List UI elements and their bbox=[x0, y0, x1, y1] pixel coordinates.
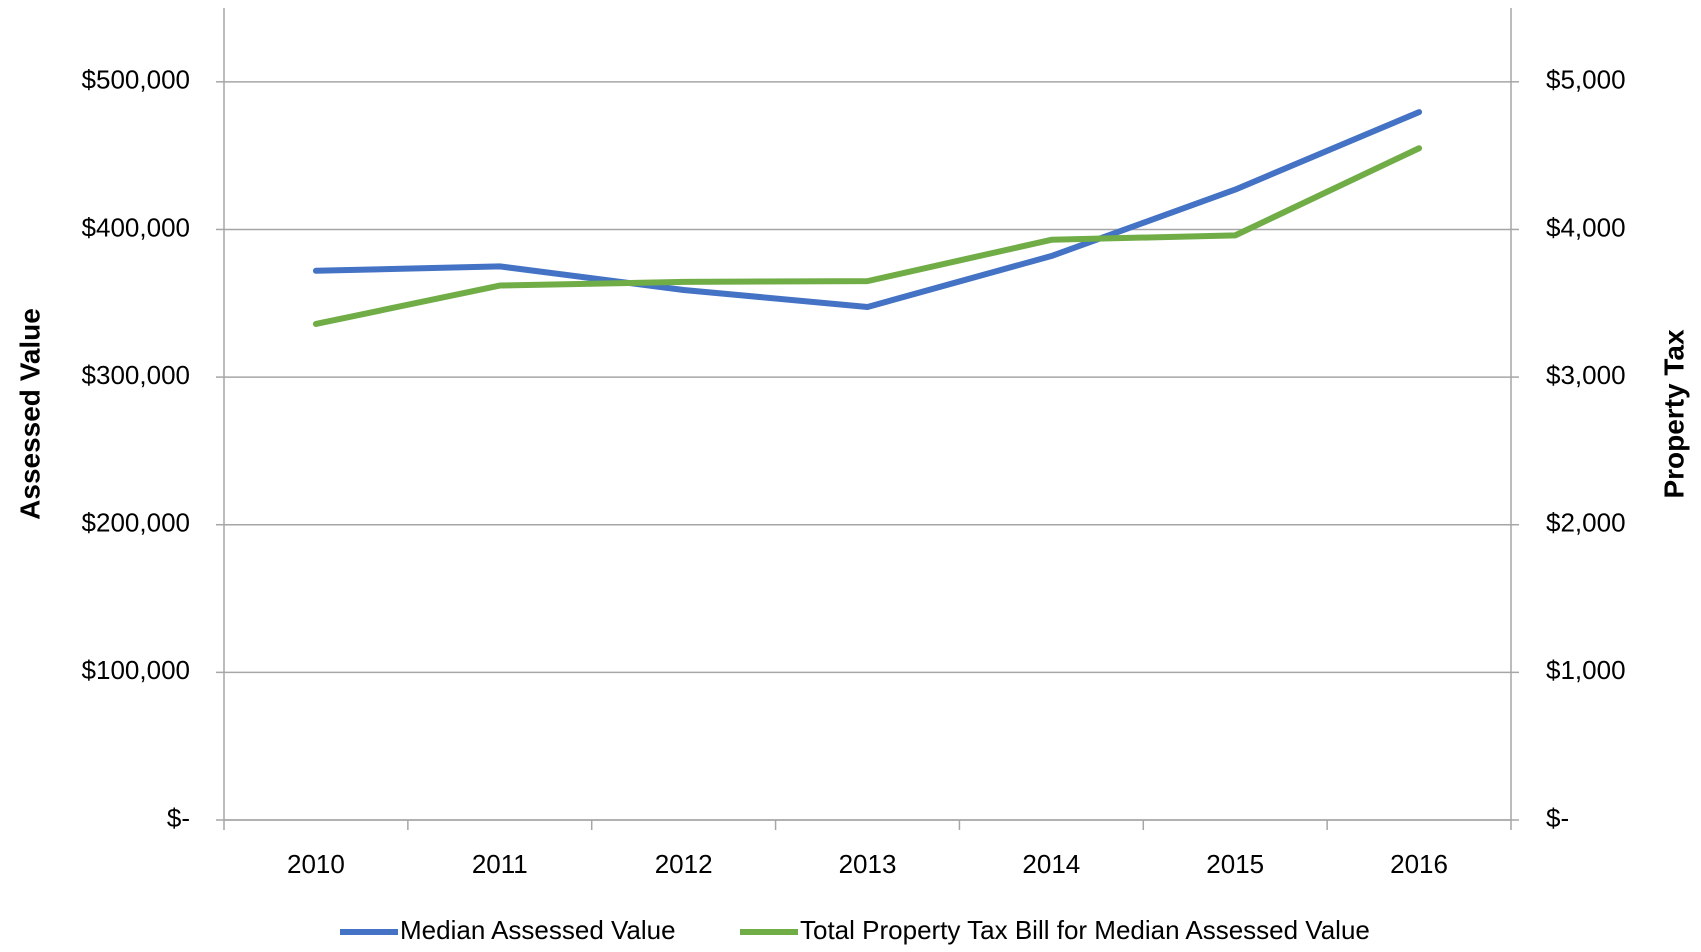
y2-tick-label: $- bbox=[1546, 803, 1569, 833]
x-tick-label: 2011 bbox=[472, 849, 528, 879]
y-tick-label: $500,000 bbox=[82, 65, 190, 95]
y2-tick-label: $1,000 bbox=[1546, 655, 1626, 685]
y2-tick-label: $5,000 bbox=[1546, 65, 1626, 95]
y-tick-label: $300,000 bbox=[82, 360, 190, 390]
x-tick-label: 2016 bbox=[1390, 849, 1448, 879]
x-tick-label: 2010 bbox=[287, 849, 345, 879]
y2-axis-title: Property Tax bbox=[1658, 329, 1689, 499]
y2-tick-label: $2,000 bbox=[1546, 508, 1626, 538]
y-tick-label: $200,000 bbox=[82, 508, 190, 538]
y-tick-label: $- bbox=[167, 803, 190, 833]
legend-label: Total Property Tax Bill for Median Asses… bbox=[800, 915, 1370, 945]
x-tick-label: 2012 bbox=[655, 849, 713, 879]
x-tick-label: 2013 bbox=[839, 849, 897, 879]
y-axis-title: Assessed Value bbox=[14, 308, 45, 520]
y2-tick-label: $4,000 bbox=[1546, 212, 1626, 242]
y-tick-label: $100,000 bbox=[82, 655, 190, 685]
legend-label: Median Assessed Value bbox=[400, 915, 676, 945]
x-tick-label: 2014 bbox=[1022, 849, 1080, 879]
x-tick-label: 2015 bbox=[1206, 849, 1264, 879]
y-tick-label: $400,000 bbox=[82, 212, 190, 242]
y2-tick-label: $3,000 bbox=[1546, 360, 1626, 390]
series-line bbox=[312, 145, 1423, 327]
series-line bbox=[312, 109, 1423, 310]
